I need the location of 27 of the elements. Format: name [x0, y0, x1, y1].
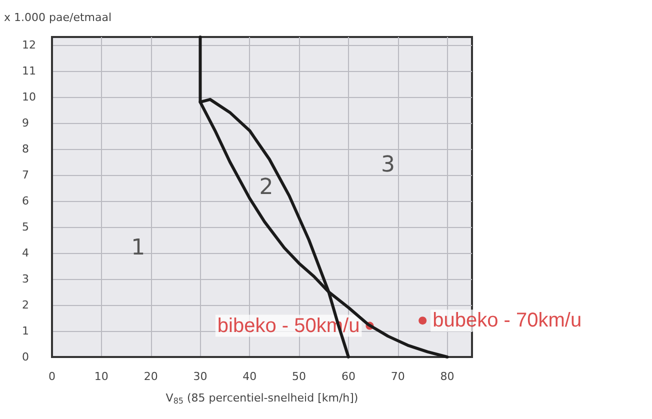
y-tick-label: 12 [22, 38, 36, 52]
x-tick-label: 40 [242, 370, 257, 383]
x-tick-label: 0 [48, 370, 56, 383]
y-tick-label: 9 [22, 116, 29, 130]
x-tick-label: 70 [390, 370, 405, 383]
y-tick-label: 10 [22, 90, 36, 104]
y-tick-label: 4 [22, 246, 29, 260]
y-tick-label: 3 [22, 272, 29, 286]
x-tick-label: 80 [440, 370, 454, 383]
y-tick-label: 5 [22, 220, 29, 234]
y-tick-label: 2 [22, 298, 29, 312]
x-tick-label: 60 [341, 370, 356, 383]
annotation: 2 [259, 174, 274, 200]
x-tick-label: 20 [144, 370, 158, 383]
annotation: 3 [381, 152, 395, 178]
y-tick-label: 0 [22, 350, 29, 364]
annotation: 1 [131, 236, 146, 261]
y-tick-label: 6 [22, 194, 29, 208]
y-tick-label: 1 [22, 324, 29, 338]
series-label: bubeko - 70km/u [432, 310, 582, 332]
x-tick-label: 10 [94, 370, 108, 383]
y-tick-label: 8 [22, 142, 29, 156]
y-tick-label: 11 [22, 64, 36, 78]
y-axis-title: x 1.000 pae/etmaal [4, 11, 112, 24]
y-tick-label: 7 [22, 168, 29, 182]
x-tick-label: 30 [193, 370, 208, 383]
x-tick-label: 50 [292, 370, 306, 383]
